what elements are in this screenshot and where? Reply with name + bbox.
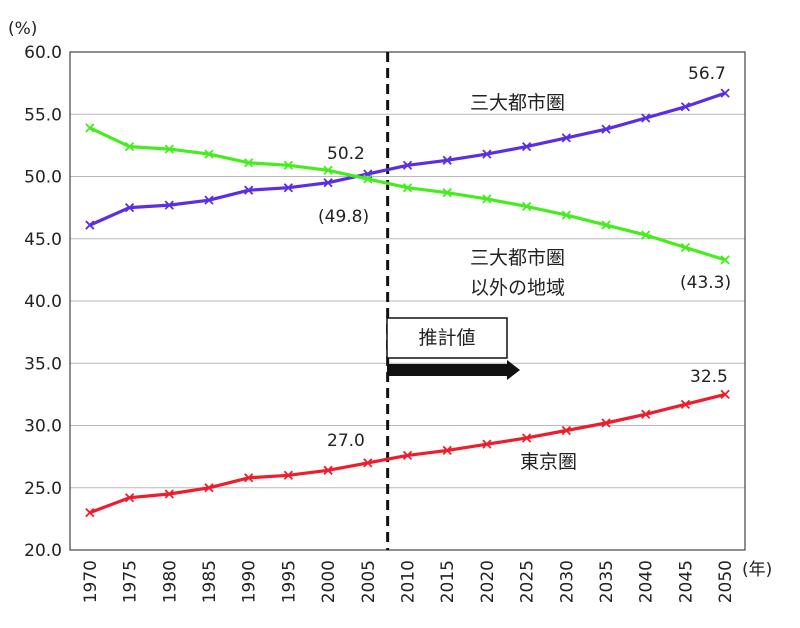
x-tick-label: 1975	[121, 560, 141, 603]
data-point	[641, 113, 651, 123]
projection-label: 推計値	[418, 327, 475, 349]
x-tick-label: 2025	[518, 560, 538, 603]
data-point	[680, 242, 691, 253]
data-point	[283, 470, 294, 480]
data-point	[601, 220, 611, 230]
data-point	[442, 188, 452, 198]
data-point	[442, 445, 452, 456]
x-tick-label: 2035	[597, 560, 617, 603]
projection-arrow	[387, 360, 520, 380]
y-tick-label: 55.0	[24, 105, 62, 125]
x-tick-label: 2050	[716, 560, 736, 603]
data-point	[244, 158, 254, 168]
y-tick-label: 45.0	[24, 230, 62, 250]
y-tick-label: 40.0	[24, 292, 62, 312]
data-point	[680, 102, 691, 112]
x-tick-label: 2030	[557, 560, 577, 603]
series-label-tokyo: 東京圏	[520, 451, 577, 473]
series-line-2	[89, 392, 726, 515]
data-point	[720, 255, 730, 265]
y-tick-label: 25.0	[24, 479, 62, 499]
y-tick-label: 20.0	[24, 541, 62, 561]
data-point	[680, 399, 691, 409]
annotation-tokyo-2005: 27.0	[327, 431, 365, 451]
x-tick-label: 1995	[279, 560, 299, 603]
x-axis-label: (年)	[742, 560, 772, 580]
data-point	[720, 88, 730, 98]
data-point	[601, 418, 611, 428]
data-point	[244, 185, 254, 195]
data-point	[482, 439, 492, 449]
annotation-nonmetro-2050: (43.3)	[680, 273, 731, 293]
data-point	[601, 124, 611, 134]
data-point	[561, 210, 571, 220]
data-point	[323, 178, 333, 188]
annotation-nonmetro-2005: (49.8)	[318, 207, 369, 227]
data-point	[482, 194, 492, 204]
data-point	[561, 425, 571, 436]
projection-label-box	[386, 317, 508, 359]
data-point	[124, 493, 135, 503]
x-tick-label: 1990	[240, 560, 260, 603]
annotation-metro-2005: 50.2	[327, 144, 365, 164]
data-point	[521, 433, 532, 443]
data-point	[85, 220, 95, 230]
data-point	[482, 149, 492, 159]
data-point	[124, 141, 135, 152]
data-point	[244, 473, 254, 483]
data-point	[85, 508, 95, 518]
x-tick-label: 2040	[637, 560, 657, 603]
data-point	[521, 201, 532, 212]
series-line-0	[89, 91, 726, 227]
data-point	[164, 489, 174, 499]
data-point	[442, 155, 452, 165]
data-point	[363, 458, 373, 468]
series-line-1	[89, 126, 726, 262]
annotation-metro-2050: 56.7	[688, 64, 726, 84]
x-tick-label: 1985	[200, 560, 220, 603]
data-point	[402, 160, 413, 170]
x-tick-label: 1980	[160, 560, 180, 603]
data-point	[204, 195, 214, 205]
plot-area	[69, 51, 746, 551]
x-tick-label: 2020	[478, 560, 498, 603]
data-point	[402, 450, 413, 461]
data-point	[85, 123, 95, 133]
data-point	[164, 200, 174, 210]
y-tick-label: 30.0	[24, 417, 62, 437]
x-tick-label: 2005	[359, 560, 379, 603]
x-tick-label: 1970	[81, 560, 101, 603]
annotation-tokyo-2050: 32.5	[690, 367, 728, 387]
data-point	[164, 144, 174, 154]
x-tick-label: 2000	[319, 560, 339, 603]
y-tick-label: 35.0	[24, 354, 62, 374]
data-point	[283, 183, 294, 193]
data-point	[363, 174, 373, 184]
data-point	[720, 389, 730, 400]
data-point	[561, 133, 571, 143]
x-tick-label: 2015	[438, 560, 458, 603]
series-label-nonmetro-line1: 三大都市圏	[470, 247, 565, 269]
y-tick-label: 50.0	[24, 168, 62, 188]
data-point	[641, 409, 651, 419]
data-point	[323, 165, 333, 175]
data-point	[204, 149, 214, 159]
y-tick-label: 60.0	[24, 43, 62, 63]
data-point	[641, 230, 651, 240]
data-point	[283, 160, 294, 170]
data-point	[402, 183, 413, 193]
data-point	[323, 465, 333, 475]
data-point	[204, 483, 214, 493]
series-label-metro: 三大都市圏	[470, 92, 565, 114]
data-point	[521, 141, 532, 152]
x-tick-label: 2010	[399, 560, 419, 603]
data-point	[124, 202, 135, 213]
x-tick-label: 2045	[676, 560, 696, 603]
series-label-nonmetro-line2: 以外の地域	[470, 277, 565, 299]
y-axis-label: (%)	[8, 19, 37, 39]
